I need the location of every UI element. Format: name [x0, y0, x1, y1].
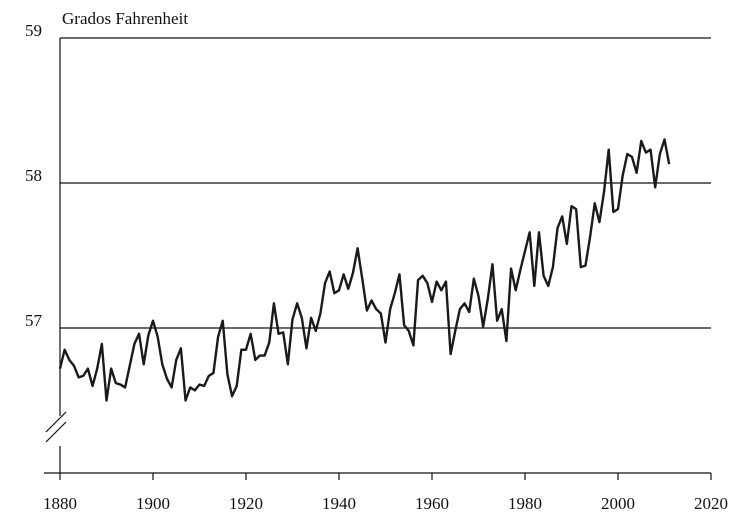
x-tick-label: 2020	[694, 494, 728, 513]
x-tick-label: 2000	[601, 494, 635, 513]
axis-break	[45, 411, 67, 433]
y-tick-label: 59	[25, 21, 42, 40]
y-tick-label: 58	[25, 166, 42, 185]
x-tick-label: 1960	[415, 494, 449, 513]
y-tick-label: 57	[25, 311, 43, 330]
axis-break	[45, 421, 67, 443]
x-tick-label: 1940	[322, 494, 356, 513]
y-axis-label: Grados Fahrenheit	[62, 9, 188, 28]
x-tick-label: 1880	[43, 494, 77, 513]
x-tick-label: 1920	[229, 494, 263, 513]
x-tick-label: 1900	[136, 494, 170, 513]
x-tick-label: 1980	[508, 494, 542, 513]
data-line	[58, 138, 671, 402]
